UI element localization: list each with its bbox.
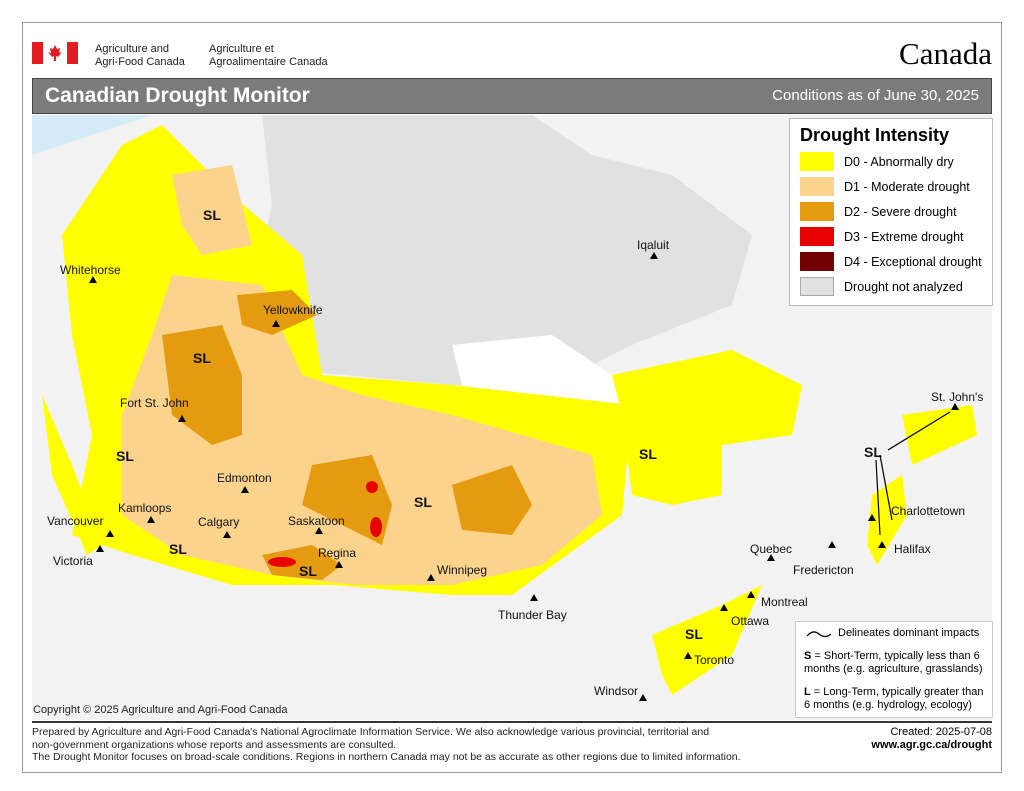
canada-flag-icon (32, 42, 78, 64)
delineates-text: Delineates dominant impacts (838, 627, 980, 639)
impact-label: SL (169, 541, 187, 557)
d0-vancouver-island (42, 395, 102, 555)
department-name-french: Agriculture et Agroalimentaire Canada (209, 43, 328, 69)
city-label: Fort St. John (120, 396, 189, 410)
city-label: Yellowknife (263, 303, 323, 317)
legend-swatch (800, 202, 834, 221)
city-label: Edmonton (217, 471, 272, 485)
city-label: Vancouver (47, 514, 104, 528)
conditions-date: Conditions as of June 30, 2025 (772, 87, 979, 104)
impact-label: SL (685, 626, 703, 642)
legend-swatch (800, 252, 834, 271)
impact-label: SL (116, 448, 134, 464)
legend-label: D3 - Extreme drought (844, 229, 964, 244)
footer-line: The Drought Monitor focuses on broad-sca… (32, 751, 741, 763)
created-info: Created: 2025-07-08 www.agr.gc.ca/drough… (871, 726, 992, 752)
not-analyzed-north (257, 115, 752, 385)
legend-title: Drought Intensity (800, 125, 949, 145)
legend-swatch (800, 277, 834, 296)
footer-divider (32, 721, 992, 723)
d3-area (366, 481, 378, 493)
l-key: L (804, 686, 811, 698)
legend-label: D2 - Severe drought (844, 204, 957, 219)
footer-line: Prepared by Agriculture and Agri-Food Ca… (32, 726, 710, 738)
dept-en-line1: Agriculture and (95, 43, 169, 55)
legend-label: Drought not analyzed (844, 279, 963, 294)
impact-label: SL (299, 563, 317, 579)
legend-item-d4: D4 - Exceptional drought (800, 252, 992, 271)
city-label: Windsor (594, 684, 639, 698)
impact-label: SL (864, 444, 882, 460)
delineates-row: Delineates dominant impacts (806, 627, 992, 640)
city-label: Kamloops (118, 501, 172, 515)
city-label: Ottawa (731, 614, 770, 628)
legend-swatch (800, 177, 834, 196)
legend-label: D4 - Exceptional drought (844, 254, 982, 269)
city-label: Whitehorse (60, 263, 121, 277)
city-label: Toronto (694, 653, 735, 667)
impact-label: SL (639, 446, 657, 462)
impact-notes-box: Delineates dominant impacts S = Short-Te… (795, 621, 993, 718)
drought-map (32, 115, 992, 720)
copyright: Copyright © 2025 Agriculture and Agri-Fo… (33, 704, 288, 716)
city-label: Halifax (894, 542, 931, 556)
city-label: St. John's (931, 390, 984, 404)
drought-url-link[interactable]: www.agr.gc.ca/drought (871, 739, 992, 751)
legend-item-d2: D2 - Severe drought (800, 202, 992, 221)
d2-sask (302, 455, 392, 545)
city-label: Calgary (198, 515, 240, 529)
impact-label: SL (193, 350, 211, 366)
s-text: = Short-Term, typically less than 6 mont… (804, 650, 983, 675)
city-label: Montreal (761, 595, 808, 609)
page-title: Canadian Drought Monitor (45, 84, 310, 107)
created-date: Created: 2025-07-08 (890, 726, 992, 738)
legend-item-d0: D0 - Abnormally dry (800, 152, 992, 171)
d0-quebec (612, 350, 802, 505)
legend-swatch (800, 152, 834, 171)
page-frame (22, 22, 1002, 773)
city-label: Charlottetown (891, 504, 966, 518)
dept-en-line2: Agri-Food Canada (95, 56, 185, 68)
city-label: Fredericton (793, 563, 854, 577)
city-label: Regina (318, 546, 357, 560)
drought-intensity-legend: Drought Intensity D0 - Abnormally dry D1… (789, 118, 993, 306)
short-term-note: S = Short-Term, typically less than 6 mo… (804, 650, 992, 676)
city-label: Thunder Bay (498, 608, 567, 622)
city-label: Winnipeg (437, 563, 488, 577)
wavy-line-icon (806, 630, 832, 637)
legend-item-d1: D1 - Moderate drought (800, 177, 992, 196)
city-label: Quebec (750, 542, 793, 556)
d2-south-sask (262, 545, 342, 580)
dept-fr-line2: Agroalimentaire Canada (209, 56, 328, 68)
impact-label: SL (203, 207, 221, 223)
dept-fr-line1: Agriculture et (209, 43, 274, 55)
d3-area (370, 517, 382, 537)
footer-text: Prepared by Agriculture and Agri-Food Ca… (32, 726, 772, 764)
d2-manitoba (452, 465, 532, 535)
legend-item-d3: D3 - Extreme drought (800, 227, 992, 246)
legend-label: D0 - Abnormally dry (844, 154, 954, 169)
d2-nwt (237, 290, 317, 335)
legend-swatch (800, 227, 834, 246)
d3-area (268, 557, 296, 567)
s-key: S (804, 650, 812, 662)
impact-label: SL (414, 494, 432, 510)
city-label: Iqaluit (637, 238, 670, 252)
d1-north (172, 165, 252, 255)
legend-label: D1 - Moderate drought (844, 179, 970, 194)
title-bar: Canadian Drought Monitor Conditions as o… (32, 78, 992, 114)
department-name-english: Agriculture and Agri-Food Canada (95, 43, 185, 69)
l-text: = Long-Term, typically greater than 6 mo… (804, 686, 984, 711)
canada-wordmark: Canada (899, 36, 992, 71)
d0-ontario (652, 585, 762, 695)
city-label: Saskatoon (288, 514, 345, 528)
legend-item-not-analyzed: Drought not analyzed (800, 277, 992, 296)
city-label: Victoria (53, 554, 93, 568)
footer-line: non-government organizations whose repor… (32, 738, 397, 751)
long-term-note: L = Long-Term, typically greater than 6 … (804, 686, 992, 712)
